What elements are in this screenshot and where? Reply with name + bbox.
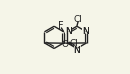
Text: N: N xyxy=(82,27,89,36)
Text: N: N xyxy=(65,27,72,36)
Text: N: N xyxy=(65,27,72,36)
Text: N: N xyxy=(82,27,89,36)
Text: O: O xyxy=(62,40,69,49)
Text: F: F xyxy=(58,21,64,31)
Text: N: N xyxy=(73,45,81,55)
Text: N: N xyxy=(73,46,80,55)
Text: Cl: Cl xyxy=(74,15,83,24)
Text: N: N xyxy=(73,46,80,55)
Text: N: N xyxy=(64,26,73,36)
Text: N: N xyxy=(81,26,90,36)
Text: Cl: Cl xyxy=(69,39,78,48)
